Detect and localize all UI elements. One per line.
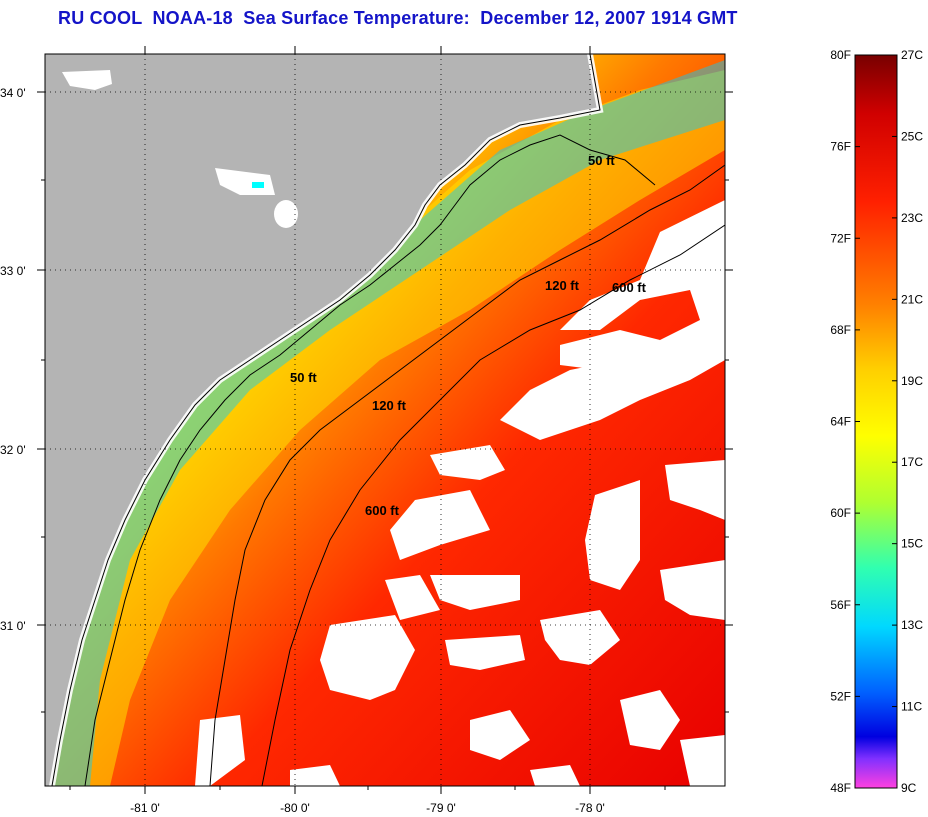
colorbar-f-label: 80F <box>830 48 851 62</box>
land <box>45 54 600 786</box>
cloud-cover <box>195 200 725 786</box>
colorbar-ramp <box>854 54 898 789</box>
lat-label-34: 34 0' <box>0 86 26 100</box>
colorbar-c-label: 9C <box>901 781 917 795</box>
contour-label-50ft-north: 50 ft <box>588 153 615 168</box>
sst-map: 50 ft 50 ft 120 ft 120 ft 600 ft 600 ft <box>45 54 725 786</box>
inland-lakes <box>62 70 298 228</box>
colorbar-c-label: 17C <box>901 455 923 469</box>
lat-label-33: 33 0' <box>0 264 26 278</box>
axis-ticks <box>37 46 733 794</box>
lon-label-81: -81 0' <box>130 801 160 815</box>
contour-label-600ft-north: 600 ft <box>612 280 647 295</box>
colorbar-c-label: 13C <box>901 618 923 632</box>
colorbar-c-label: 23C <box>901 211 923 225</box>
colorbar-c-label: 19C <box>901 374 923 388</box>
colorbar-c-label: 25C <box>901 129 923 143</box>
colorbar-f-label: 76F <box>830 140 851 154</box>
colorbar-f-label: 48F <box>830 781 851 795</box>
lat-label-31: 31 0' <box>0 619 26 633</box>
graticule <box>45 54 725 786</box>
colorbar-f-label: 68F <box>830 323 851 337</box>
map-title: RU COOL NOAA-18 Sea Surface Temperature:… <box>58 8 738 28</box>
colorbar-f-label: 64F <box>830 415 851 429</box>
lon-label-78: -78 0' <box>575 801 605 815</box>
depth-contours <box>84 134 725 786</box>
colorbar-c-label: 27C <box>901 48 923 62</box>
colorbar-f-label: 60F <box>830 506 851 520</box>
colorbar-f-label: 56F <box>830 598 851 612</box>
contour-label-50ft-south: 50 ft <box>290 370 317 385</box>
lon-label-80: -80 0' <box>280 801 310 815</box>
colorbar-c-label: 21C <box>901 292 923 306</box>
lat-label-32: 32 0' <box>0 443 26 457</box>
lon-label-79: -79 0' <box>426 801 456 815</box>
contour-label-120ft-south: 120 ft <box>372 398 407 413</box>
shelf-water <box>45 70 725 786</box>
colorbar: 80F 76F 72F 68F 64F 60F 56F 52F 48F 27C 25C 23C 21C… <box>830 48 923 795</box>
colorbar-c-label: 15C <box>901 537 923 551</box>
contour-label-120ft-north: 120 ft <box>545 278 580 293</box>
contour-label-600ft-south: 600 ft <box>365 503 400 518</box>
colorbar-f-label: 52F <box>830 689 851 703</box>
colorbar-c-label: 11C <box>901 700 922 714</box>
colorbar-f-label: 72F <box>830 231 851 245</box>
map-frame <box>44 53 726 787</box>
